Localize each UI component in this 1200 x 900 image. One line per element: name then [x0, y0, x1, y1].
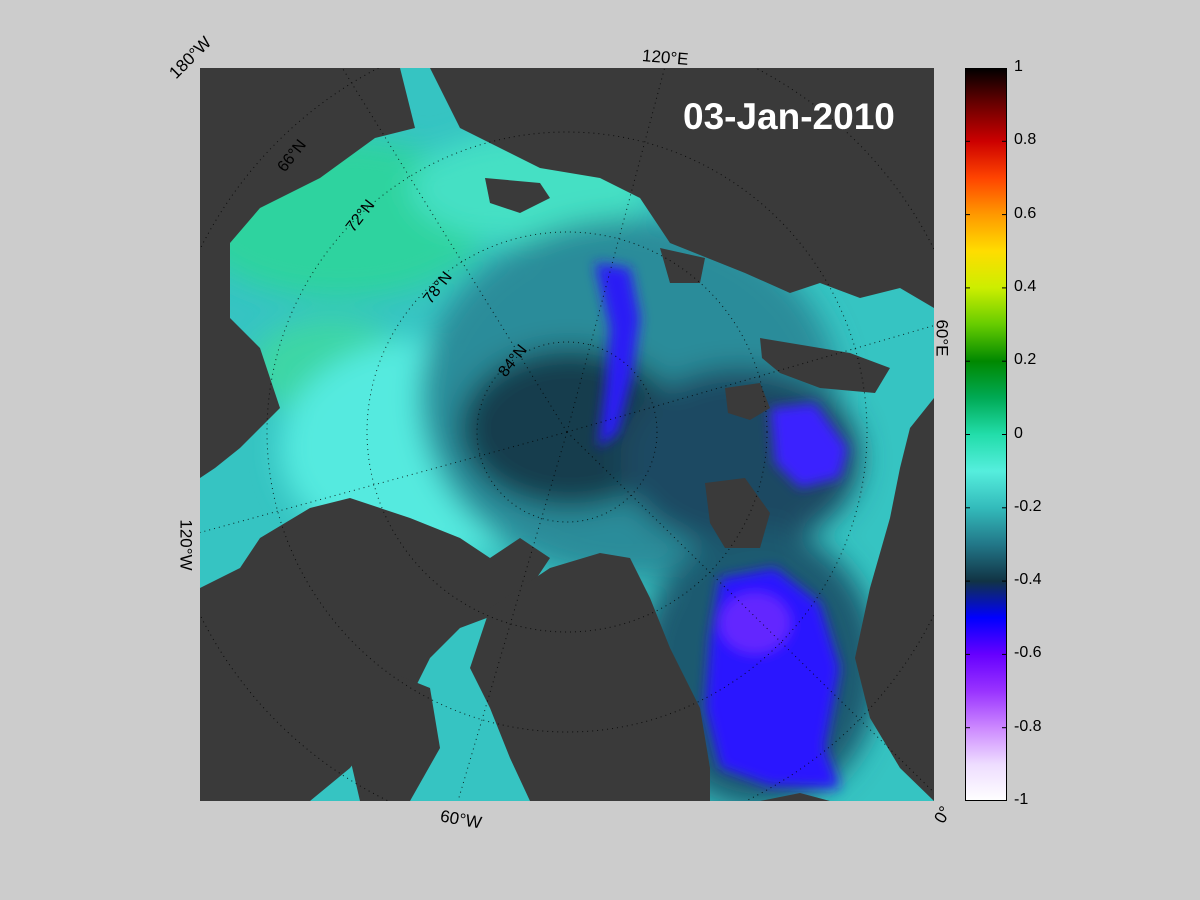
land-greenland [470, 553, 710, 801]
field-negative-kara [770, 403, 848, 488]
colorbar-tick-label: -0.4 [1014, 571, 1042, 589]
colorbar-tick-label: 1 [1014, 58, 1023, 75]
meridian-4 [566, 431, 934, 794]
colorbar-tick-label: 0 [1014, 424, 1023, 442]
land-severnaya [660, 248, 705, 283]
field-negative-core [720, 593, 790, 653]
land-canadian-archipelago [200, 498, 550, 801]
land-scandinavia [855, 398, 934, 801]
colorbar-fill [965, 68, 1007, 801]
land-masses [200, 68, 934, 801]
lat-circle-84 [476, 341, 658, 523]
colorbar-tick-label: 0.8 [1014, 131, 1037, 149]
land-svalbard [705, 478, 770, 548]
land-iceland [760, 793, 830, 801]
colorbar-tick-label: 0.2 [1014, 351, 1037, 369]
land-new-siberian [485, 178, 550, 213]
colorbar-ticks [965, 68, 1007, 801]
longitude-label-120e: 120°E [641, 46, 690, 69]
colorbar-tick-label: 0.6 [1014, 204, 1037, 222]
longitude-label-120w: 120°W [176, 519, 196, 571]
longitude-label-60e: 60°E [932, 319, 952, 357]
colorbar [965, 68, 1007, 801]
map-field: 66°N 72°N 78°N 84°N [200, 68, 934, 801]
colorbar-tick-label: -0.8 [1014, 717, 1042, 735]
date-title: 03-Jan-2010 [683, 96, 895, 137]
colorbar-tick-label: -0.2 [1014, 497, 1042, 515]
land-franz-josef [725, 383, 770, 420]
field-negative-laptev [595, 263, 640, 448]
longitude-label-60w: 60°W [438, 806, 484, 833]
lat-circle-78 [366, 231, 768, 633]
land-siberia [430, 68, 934, 308]
lat-circle-72 [266, 131, 868, 733]
longitude-label-0: 0° [930, 802, 955, 827]
map-panel: 66°N 72°N 78°N 84°N [200, 68, 934, 801]
land-baffin [350, 668, 440, 801]
land-novaya-zemlya [760, 338, 890, 393]
colorbar-tick-label: -1 [1014, 791, 1029, 808]
land-northwest [200, 68, 415, 478]
colorbar-tick-label: -0.6 [1014, 644, 1042, 662]
graticule [200, 68, 934, 801]
meridian-1 [341, 68, 568, 433]
meridian-6 [200, 431, 568, 534]
colorbar-tick-label: 0.4 [1014, 277, 1037, 295]
